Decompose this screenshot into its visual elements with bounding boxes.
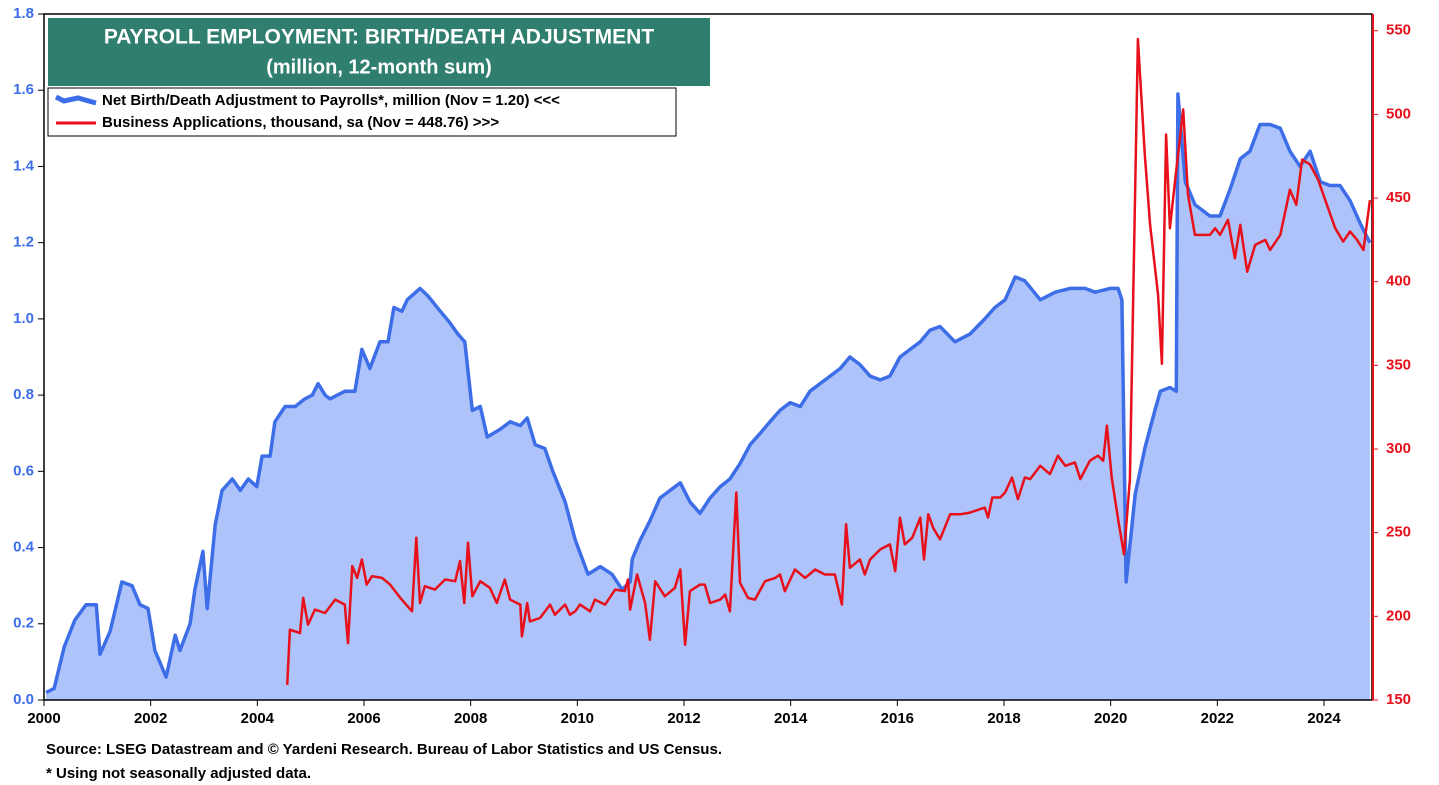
line — [285, 37, 1372, 685]
y2-tick-label: 150 — [1386, 691, 1411, 708]
x-tick-label: 2002 — [134, 710, 167, 727]
y2-tick-label: 200 — [1386, 607, 1411, 624]
source-note: Source: LSEG Datastream and © Yardeni Re… — [46, 741, 722, 758]
y-tick-label: 0.6 — [13, 462, 34, 479]
area — [46, 94, 1370, 700]
plot-area — [45, 37, 1372, 700]
y-tick-label: 1.8 — [13, 5, 34, 22]
x-tick-label: 2024 — [1307, 710, 1341, 727]
y2-tick-label: 450 — [1386, 189, 1411, 206]
legend-swatch — [54, 94, 97, 106]
x-tick-label: 2004 — [241, 710, 275, 727]
x-tick-label: 2016 — [881, 710, 914, 727]
x-tick-label: 2014 — [774, 710, 808, 727]
x-tick-label: 2006 — [347, 710, 380, 727]
x-tick-label: 2018 — [987, 710, 1020, 727]
x-tick-label: 2012 — [667, 710, 700, 727]
line — [45, 92, 1372, 694]
y2-tick-label: 250 — [1386, 524, 1411, 541]
x-tick-label: 2008 — [454, 710, 487, 727]
chart-subtitle: (million, 12-month sum) — [266, 56, 492, 78]
y-tick-label: 0.8 — [13, 386, 34, 403]
chart-title: PAYROLL EMPLOYMENT: BIRTH/DEATH ADJUSTME… — [104, 26, 654, 49]
x-tick-label: 2010 — [561, 710, 594, 727]
y-tick-label: 0.4 — [13, 539, 35, 556]
x-tick-label: 2022 — [1201, 710, 1234, 727]
y-tick-label: 0.2 — [13, 615, 34, 632]
legend-box — [47, 87, 677, 137]
legend-label: Net Birth/Death Adjustment to Payrolls*,… — [102, 92, 560, 109]
x-tick-label: 2020 — [1094, 710, 1127, 727]
y-tick-label: 1.2 — [13, 234, 34, 251]
y2-tick-label: 400 — [1386, 273, 1411, 290]
x-tick-label: 2000 — [27, 710, 60, 727]
y-tick-label: 1.6 — [13, 81, 34, 98]
y-tick-label: 0.0 — [13, 691, 34, 708]
y2-tick-label: 300 — [1386, 440, 1411, 457]
y2-tick-label: 500 — [1386, 105, 1411, 122]
y-tick-label: 1.0 — [13, 310, 34, 327]
y2-tick-label: 550 — [1386, 22, 1411, 39]
footnote: * Using not seasonally adjusted data. — [46, 765, 311, 782]
y-tick-label: 1.4 — [13, 157, 35, 174]
legend-label: Business Applications, thousand, sa (Nov… — [102, 114, 499, 131]
title-box — [48, 18, 710, 86]
y2-tick-label: 350 — [1386, 356, 1411, 373]
